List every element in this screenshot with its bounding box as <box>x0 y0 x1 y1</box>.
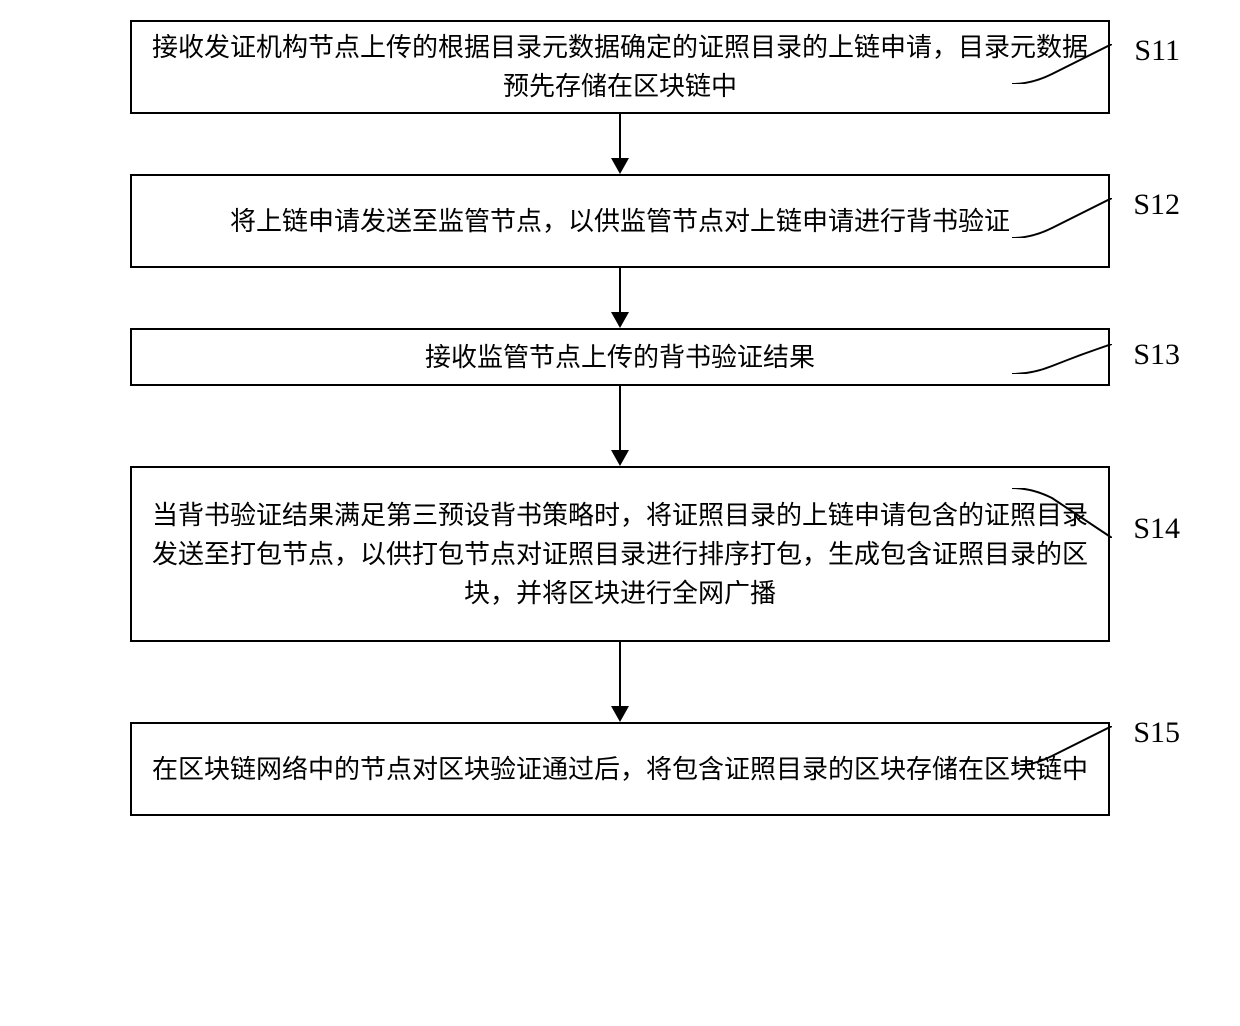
step-text: 当背书验证结果满足第三预设背书策略时，将证照目录的上链申请包含的证照目录发送至打… <box>152 496 1088 613</box>
label-text: S11 <box>1134 34 1180 67</box>
label-connector-s14 <box>1012 488 1112 538</box>
label-text: S13 <box>1133 338 1180 371</box>
step-text: 接收发证机构节点上传的根据目录元数据确定的证照目录的上链申请，目录元数据预先存储… <box>152 28 1088 106</box>
step-box-s13: 接收监管节点上传的背书验证结果 <box>130 328 1110 386</box>
step-box-s11: 接收发证机构节点上传的根据目录元数据确定的证照目录的上链申请，目录元数据预先存储… <box>130 20 1110 114</box>
label-text: S14 <box>1133 512 1180 545</box>
arrow-s12-s13 <box>50 268 1190 328</box>
step-label-s15: S15 <box>1133 716 1180 750</box>
step-text: 在区块链网络中的节点对区块验证通过后，将包含证照目录的区块存储在区块链中 <box>152 750 1088 789</box>
step-text: 接收监管节点上传的背书验证结果 <box>425 338 815 377</box>
step-label-s12: S12 <box>1133 188 1180 222</box>
label-text: S15 <box>1133 716 1180 749</box>
step-box-s14: 当背书验证结果满足第三预设背书策略时，将证照目录的上链申请包含的证照目录发送至打… <box>130 466 1110 642</box>
label-connector-s15 <box>1012 726 1112 766</box>
label-connector-s12 <box>1012 198 1112 238</box>
arrow-s11-s12 <box>50 114 1190 174</box>
label-connector-s13 <box>1012 344 1112 374</box>
arrow-s13-s14 <box>50 386 1190 466</box>
flowchart-container: 接收发证机构节点上传的根据目录元数据确定的证照目录的上链申请，目录元数据预先存储… <box>50 20 1190 816</box>
label-connector-s11 <box>1012 44 1112 84</box>
label-text: S12 <box>1133 188 1180 221</box>
step-label-s14: S14 <box>1133 512 1180 546</box>
step-text: 将上链申请发送至监管节点，以供监管节点对上链申请进行背书验证 <box>230 202 1010 241</box>
step-box-s15: 在区块链网络中的节点对区块验证通过后，将包含证照目录的区块存储在区块链中 <box>130 722 1110 816</box>
step-label-s13: S13 <box>1133 338 1180 372</box>
step-box-s12: 将上链申请发送至监管节点，以供监管节点对上链申请进行背书验证 <box>130 174 1110 268</box>
step-label-s11: S11 <box>1134 34 1180 68</box>
arrow-s14-s15 <box>50 642 1190 722</box>
